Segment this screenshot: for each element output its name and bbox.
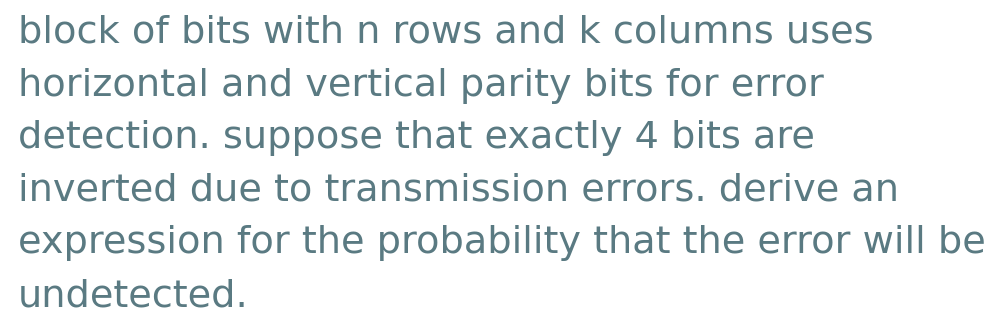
Text: expression for the probability that the error will be: expression for the probability that the … <box>18 225 986 261</box>
Text: horizontal and vertical parity bits for error: horizontal and vertical parity bits for … <box>18 68 823 104</box>
Text: undetected.: undetected. <box>18 278 249 314</box>
Text: block of bits with n rows and k columns uses: block of bits with n rows and k columns … <box>18 15 873 51</box>
Text: detection. suppose that exactly 4 bits are: detection. suppose that exactly 4 bits a… <box>18 120 814 156</box>
Text: inverted due to transmission errors. derive an: inverted due to transmission errors. der… <box>18 173 899 209</box>
